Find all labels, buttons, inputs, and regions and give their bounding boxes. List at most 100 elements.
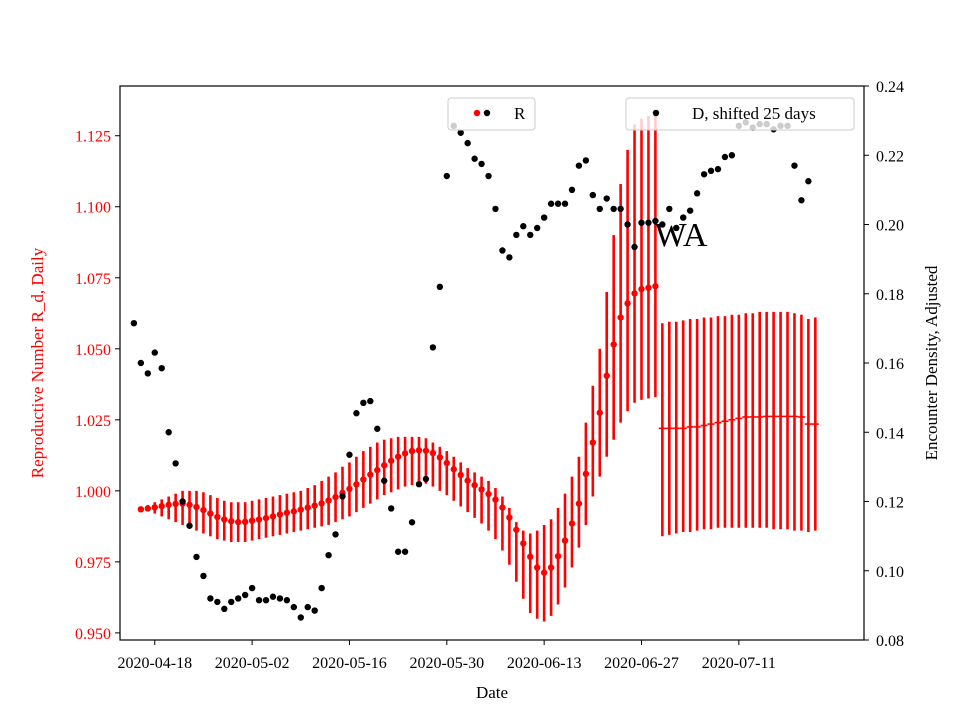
d-point — [214, 598, 221, 606]
d-point — [659, 221, 666, 228]
r-point — [318, 500, 325, 507]
r-point — [165, 501, 172, 508]
r-point — [520, 540, 527, 547]
d-point — [165, 429, 172, 436]
d-point — [464, 139, 471, 147]
r-point — [332, 493, 339, 501]
x-tick-label: 2020-07-11 — [702, 655, 776, 672]
d-point — [436, 283, 444, 291]
r-point — [422, 447, 430, 454]
r-point — [394, 453, 402, 460]
r-point — [547, 564, 555, 571]
r-point — [207, 510, 214, 517]
y-left-tick-label: 1.100 — [75, 200, 111, 217]
r-point — [235, 518, 242, 526]
legend-d-label: D, shifted 25 days — [692, 104, 816, 123]
d-point — [276, 595, 284, 602]
r-point — [200, 506, 207, 514]
d-point — [561, 200, 569, 207]
r-point — [151, 504, 158, 511]
d-point — [617, 205, 624, 213]
d-point — [415, 480, 423, 488]
x-tick-label: 2020-05-30 — [409, 655, 484, 672]
r-point — [262, 514, 270, 522]
d-point — [652, 217, 659, 225]
y-right-tick-label: 0.10 — [876, 564, 904, 581]
r-point — [193, 503, 200, 511]
r-point — [415, 447, 423, 454]
legend-d-frame — [625, 97, 855, 131]
d-point — [471, 155, 478, 162]
d-point — [624, 221, 631, 228]
x-axis: 2020-04-18 2020-05-02 2020-05-16 2020-05-30… — [117, 640, 776, 672]
y-right-tick-label: 0.22 — [876, 148, 904, 165]
d-point — [422, 475, 430, 483]
d-point — [130, 319, 138, 327]
r-point — [582, 470, 590, 477]
r-point — [228, 518, 235, 525]
d-point — [172, 460, 179, 467]
r-point — [638, 285, 645, 293]
r-point — [144, 505, 152, 512]
r-point — [464, 477, 471, 484]
d-point — [680, 214, 687, 221]
d-point — [297, 614, 304, 621]
y-right-tick-label: 0.18 — [876, 287, 904, 304]
r-point — [471, 481, 478, 489]
r-point — [304, 504, 311, 511]
r-point — [554, 552, 562, 560]
r-point — [297, 506, 304, 513]
r-point — [255, 516, 263, 523]
y-left-tick-label: 1.125 — [75, 129, 111, 146]
d-point — [151, 349, 158, 356]
x-tick-label: 2020-04-18 — [117, 655, 192, 672]
r-point — [561, 537, 569, 544]
d-point — [381, 477, 388, 484]
legend-r-marker-black — [483, 109, 491, 117]
d-point — [318, 584, 325, 592]
d-point — [791, 162, 798, 169]
d-point — [137, 359, 145, 367]
r-point — [457, 471, 464, 479]
d-point — [443, 172, 451, 180]
d-point — [339, 493, 346, 500]
y-left-tick-label: 0.950 — [75, 626, 111, 643]
d-point — [686, 207, 694, 214]
y-left-tick-label: 1.025 — [75, 413, 111, 430]
r-point — [311, 502, 318, 509]
d-point — [346, 451, 353, 458]
r-point — [603, 372, 610, 379]
r-point — [506, 514, 513, 521]
legend-r-label: R — [514, 104, 526, 123]
d-point — [575, 162, 583, 169]
r-point — [325, 497, 332, 504]
y-left-tick-label: 1.075 — [75, 271, 111, 288]
r-point — [513, 526, 520, 533]
d-point — [693, 190, 701, 197]
r-point — [589, 439, 597, 446]
d-point — [158, 364, 165, 372]
d-point — [568, 186, 576, 194]
state-annotation: WA — [655, 217, 708, 254]
d-point — [721, 153, 729, 161]
r-point — [241, 518, 249, 526]
r-point — [367, 471, 374, 478]
x-tick-label: 2020-05-16 — [312, 655, 387, 672]
d-point — [673, 224, 680, 232]
d-point — [394, 548, 402, 555]
d-point — [332, 531, 339, 538]
d-point — [186, 522, 193, 529]
r-point — [436, 454, 444, 461]
d-point — [262, 596, 270, 604]
d-point — [374, 425, 381, 432]
d-point — [228, 598, 235, 606]
y-left-tick-label: 1.050 — [75, 342, 111, 359]
r-point — [617, 314, 624, 321]
d-point — [457, 129, 464, 136]
d-point — [533, 224, 541, 232]
d-point — [603, 195, 610, 202]
r-point — [137, 506, 145, 513]
r-point — [283, 509, 291, 516]
legend-d: D, shifted 25 days — [625, 97, 855, 131]
